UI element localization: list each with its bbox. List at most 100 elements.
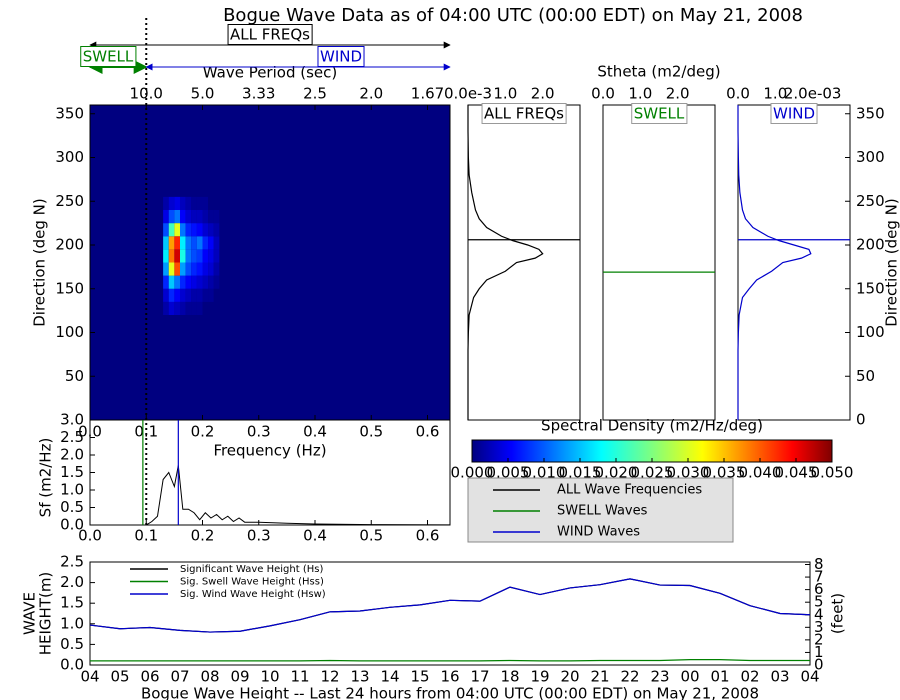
- x-tick-label: 10: [260, 668, 279, 686]
- x-tick-label: 16: [440, 668, 459, 686]
- x-tick-label: 0.0: [78, 527, 102, 545]
- heatmap-cell: [213, 301, 220, 315]
- heatmap-cell: [174, 275, 180, 289]
- heatmap-cell: [180, 236, 186, 250]
- x-tick-label: 19: [530, 668, 549, 686]
- y2-tick-label: 1: [814, 643, 824, 661]
- top-tick-label: 2.0e-03: [784, 85, 842, 103]
- heatmap-cell: [180, 301, 186, 315]
- label-box: [481, 103, 567, 124]
- top-tick-label: 2.5: [303, 85, 327, 103]
- heatmap-cell: [208, 223, 214, 237]
- heatmap-cell: [213, 275, 220, 289]
- x-tick-label: 23: [650, 668, 669, 686]
- x-tick-label: 08: [200, 668, 219, 686]
- top-tick-label: 3.33: [242, 85, 275, 103]
- colorbar-tick-label: 0.035: [703, 464, 746, 482]
- y-tick-label: 0.5: [60, 498, 84, 516]
- heatmap-cell: [191, 301, 197, 315]
- top-tick-label: 1.67: [411, 85, 444, 103]
- heatmap-cell: [213, 210, 220, 224]
- x-tick-label: 0.4: [303, 423, 327, 441]
- x-tick-label: 20: [560, 668, 579, 686]
- y-tick-label: 0.0: [60, 516, 84, 534]
- top-tick-label: 1.0: [763, 85, 787, 103]
- heatmap-cell: [168, 249, 175, 263]
- y-tick-label: 250: [856, 192, 885, 210]
- heatmap-cell: [196, 301, 203, 315]
- x-tick-label: 22: [620, 668, 639, 686]
- x-tick-label: 07: [170, 668, 189, 686]
- y-tick-label: 300: [856, 148, 885, 166]
- heatmap-cell: [196, 210, 203, 224]
- x-tick-label: 0.3: [247, 527, 271, 545]
- heatmap-cell: [191, 249, 197, 263]
- y-axis-title: Direction (deg N): [883, 198, 900, 327]
- y-tick-label: 1.0: [60, 614, 84, 632]
- y-tick-label: 350: [55, 104, 84, 122]
- top-tick-label: 2.0: [666, 85, 690, 103]
- x-tick-label: 18: [500, 668, 519, 686]
- heatmap-cell: [168, 288, 175, 302]
- series-line: [90, 659, 810, 662]
- x-tick-label: 0.4: [303, 527, 327, 545]
- plot-frame: [602, 104, 716, 421]
- heatmap-cell: [202, 210, 209, 224]
- heatmap-cell: [185, 288, 192, 302]
- label-box: [631, 103, 688, 124]
- direction-spectrum: [737, 105, 812, 420]
- heatmap-cell: [163, 236, 169, 250]
- heatmap-cell: [213, 223, 220, 237]
- y-tick-label: 200: [55, 236, 84, 254]
- heatmap-cell: [208, 236, 214, 250]
- x-tick-label: 04: [80, 668, 99, 686]
- heatmap-cell: [196, 288, 203, 302]
- top-tick-label: 0.0e-3: [444, 85, 492, 103]
- heatmap-cell: [185, 249, 192, 263]
- series-line: [89, 578, 811, 633]
- plot-frame: [737, 104, 851, 421]
- top-tick-label: 5.0: [191, 85, 215, 103]
- x-tick-label: 01: [710, 668, 729, 686]
- direction-spectrum: [467, 105, 544, 420]
- heatmap-cell: [163, 288, 169, 302]
- y2-tick-label: 0: [814, 656, 824, 674]
- legend-label: WIND Waves: [557, 525, 640, 540]
- heatmap-cell: [174, 249, 180, 263]
- label-box: [80, 46, 137, 67]
- y-tick-label: 1.5: [60, 594, 84, 612]
- heatmap-cell: [168, 223, 175, 237]
- y2-tick-label: 6: [814, 580, 824, 598]
- label-box: [317, 46, 365, 67]
- colorbar-tick-label: 0.025: [631, 464, 674, 482]
- top-tick-label: 2.0: [531, 85, 555, 103]
- top-tick-label: 0.0: [726, 85, 750, 103]
- heatmap-cell: [196, 275, 203, 289]
- x-tick-label: 0.5: [359, 423, 383, 441]
- heatmap-cell: [213, 262, 220, 276]
- heatmap-cell: [180, 262, 186, 276]
- x-tick-label: 13: [350, 668, 369, 686]
- top-tick-label: 1.0: [628, 85, 652, 103]
- y-tick-label: 2.5: [60, 428, 84, 446]
- heatmap-background: [90, 105, 450, 420]
- plot-frame: [467, 104, 581, 421]
- colorbar-tick-label: 0.005: [487, 464, 530, 482]
- heatmap-cell: [208, 288, 214, 302]
- heatmap-cell: [174, 301, 180, 315]
- colorbar-tick-label: 0.030: [667, 464, 710, 482]
- top-axis-title: Wave Period (sec): [203, 64, 337, 82]
- heatmap-cell: [168, 236, 175, 250]
- heatmap-cell: [163, 301, 169, 315]
- y-tick-label: 1.5: [60, 463, 84, 481]
- heatmap-cell: [191, 236, 197, 250]
- heatmap-cell: [213, 236, 220, 250]
- heatmap-cell: [191, 288, 197, 302]
- legend-label: Significant Wave Height (Hs): [180, 564, 323, 575]
- heatmap-cell: [202, 196, 209, 210]
- heatmap-cell: [196, 262, 203, 276]
- heatmap-cell: [185, 301, 192, 315]
- heatmap-cell: [202, 275, 209, 289]
- y-axis-title: HEIGHT(m): [37, 572, 55, 656]
